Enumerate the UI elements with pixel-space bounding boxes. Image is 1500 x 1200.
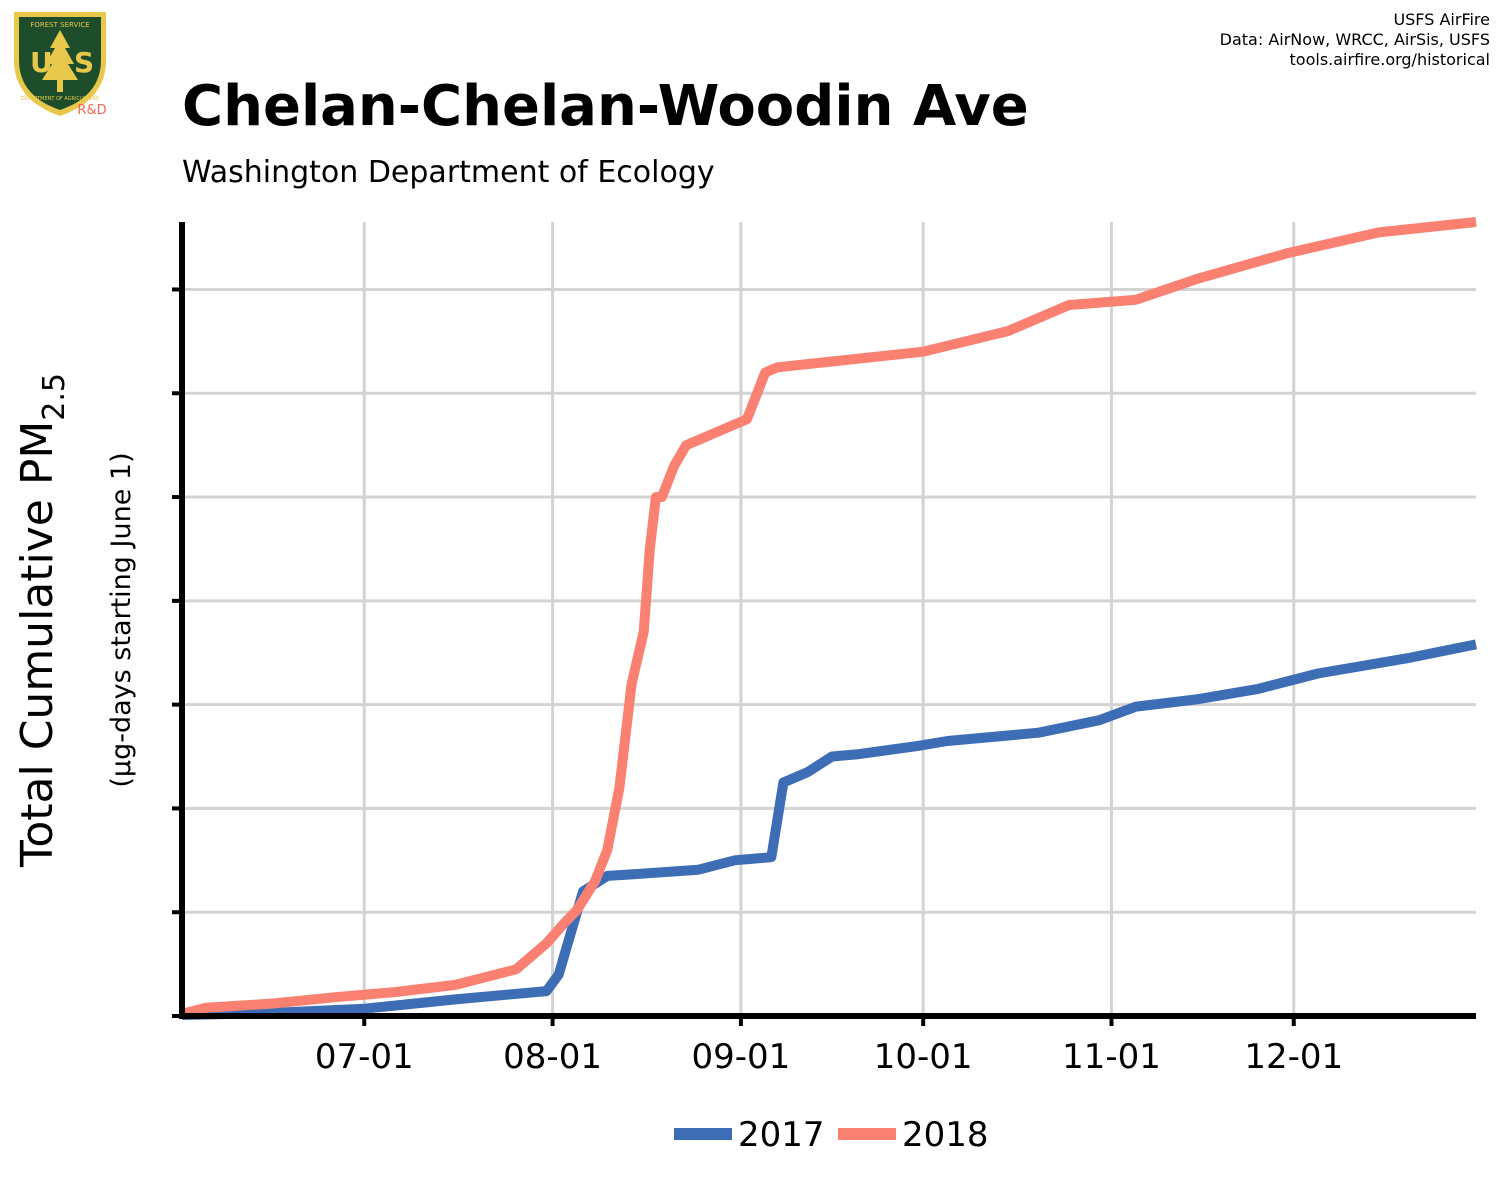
logo-letter-u: U xyxy=(30,46,53,79)
series-layer xyxy=(180,217,1477,1020)
credits-url: tools.airfire.org/historical xyxy=(1289,50,1490,69)
legend: 2017 2018 xyxy=(674,1115,989,1155)
y-axis-title: Total Cumulative PM2.5 xyxy=(12,373,72,868)
series-line-2018 xyxy=(180,217,1477,1019)
chart-subtitle: Washington Department of Ecology xyxy=(182,155,715,190)
legend-label-2018: 2018 xyxy=(902,1115,989,1155)
x-tick-label-2: 09-01 xyxy=(692,1037,791,1077)
x-tick-labels: 07-01 08-01 09-01 10-01 11-01 12-01 xyxy=(315,1037,1343,1077)
credits: USFS AirFire Data: AirNow, WRCC, AirSis,… xyxy=(1220,10,1490,70)
usfs-logo: U S FOREST SERVICE DEPARTMENT OF AGRICUL… xyxy=(14,12,107,118)
x-tick-label-4: 11-01 xyxy=(1062,1037,1161,1077)
logo-top-text: FOREST SERVICE xyxy=(30,21,89,29)
x-tick-label-0: 07-01 xyxy=(315,1037,414,1077)
x-tick-label-3: 10-01 xyxy=(874,1037,973,1077)
x-tick-label-5: 12-01 xyxy=(1244,1037,1343,1077)
logo-letter-s: S xyxy=(74,46,94,79)
y-axis-units: (µg-days starting June 1) xyxy=(106,452,137,787)
axes xyxy=(172,222,1476,1026)
series-line-2017 xyxy=(181,639,1477,1020)
x-tick-label-1: 08-01 xyxy=(503,1037,602,1077)
credits-org: USFS AirFire xyxy=(1393,10,1490,29)
grid xyxy=(182,222,1476,1016)
chart-title: Chelan-Chelan-Woodin Ave xyxy=(182,74,1029,139)
logo-rd-tag: R&D xyxy=(77,103,106,118)
credits-data-sources: Data: AirNow, WRCC, AirSis, USFS xyxy=(1219,30,1490,49)
legend-label-2017: 2017 xyxy=(738,1115,825,1155)
tree-icon xyxy=(42,30,78,92)
logo-bottom-text: DEPARTMENT OF AGRICULTURE xyxy=(21,96,99,102)
y-axis-label: Total Cumulative PM2.5 xyxy=(12,373,72,868)
